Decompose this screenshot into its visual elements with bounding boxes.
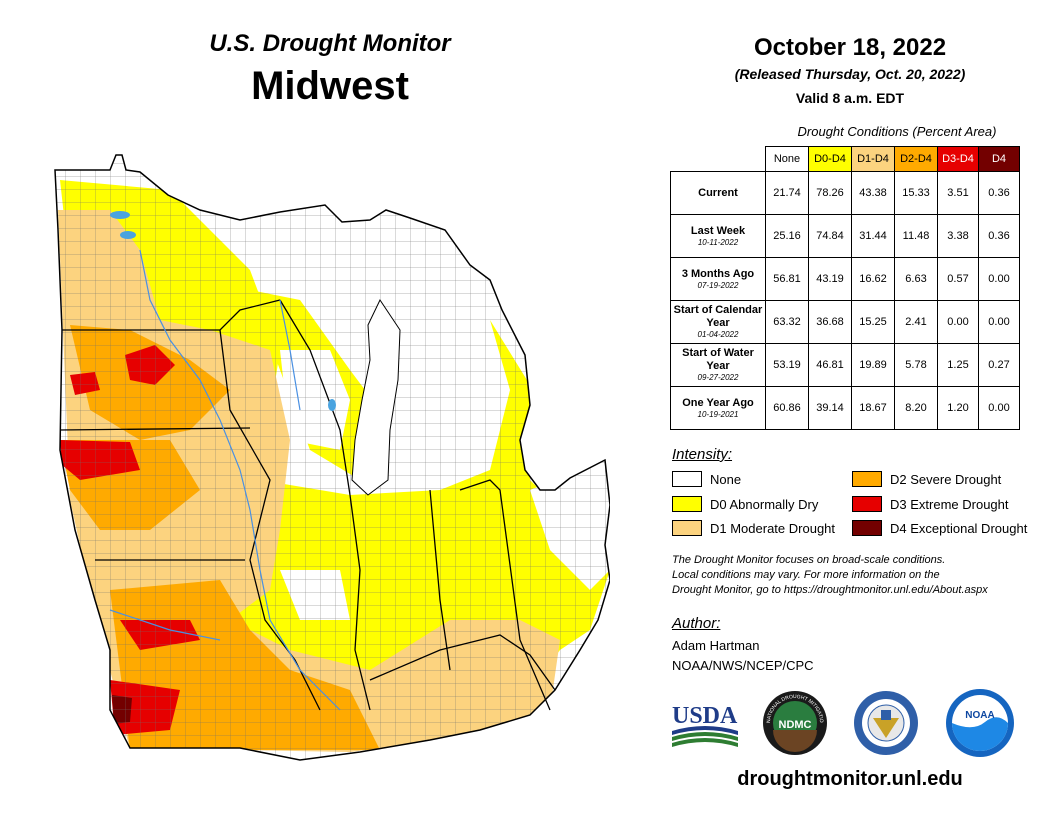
rivers <box>109 249 341 711</box>
table-cell: 74.84 <box>808 214 852 258</box>
svg-text:NDMC: NDMC <box>779 719 812 731</box>
legend-item-d3: D3 Extreme Drought <box>852 496 1009 512</box>
row-label: Start of Water Year 09-27-2022 <box>670 343 766 387</box>
table-cell: 1.25 <box>937 343 979 387</box>
row-label: 3 Months Ago 07-19-2022 <box>670 257 766 301</box>
noaa-logo: NOAA <box>946 689 1014 757</box>
legend-item-d1: D1 Moderate Drought <box>672 520 835 536</box>
table-cell: 43.38 <box>851 171 895 215</box>
table-cell: 0.27 <box>978 343 1020 387</box>
table-row: Last Week 10-11-2022 25.16 74.84 31.44 11… <box>670 214 1020 258</box>
table-cell: 6.63 <box>894 257 938 301</box>
table-cell: 39.14 <box>808 386 852 430</box>
svg-text:NOAA: NOAA <box>965 710 994 721</box>
lakes <box>110 211 336 411</box>
row-date: 09-27-2022 <box>697 373 739 382</box>
table-cell: 15.25 <box>851 300 895 344</box>
table-cell: 0.36 <box>978 171 1020 215</box>
legend-title: Intensity: <box>672 446 733 463</box>
table-cell: 0.00 <box>978 257 1020 301</box>
release-date: (Released Thursday, Oct. 20, 2022) <box>734 66 966 82</box>
table-cell: 0.00 <box>978 386 1020 430</box>
row-label: Current <box>670 171 766 215</box>
table-cell: 25.16 <box>765 214 809 258</box>
table-row: 3 Months Ago 07-19-2022 56.81 43.19 16.62… <box>670 257 1020 301</box>
table-cell: 1.20 <box>937 386 979 430</box>
table-cell: 60.86 <box>765 386 809 430</box>
disclaimer-note: The Drought Monitor focuses on broad-sca… <box>672 554 988 596</box>
state-boundaries <box>59 299 556 711</box>
table-row: Current 21.74 78.26 43.38 15.33 3.51 0.3… <box>670 171 1020 215</box>
county-lines <box>55 155 610 760</box>
svg-text:USDA: USDA <box>672 703 738 729</box>
table-header-row: None D0-D4 D1-D4 D2-D4 D3-D4 D4 <box>671 146 1020 172</box>
row-date: 10-11-2022 <box>697 237 739 247</box>
table-cell: 0.57 <box>937 257 979 301</box>
legend-swatch <box>672 471 702 487</box>
row-label: Start of Calendar Year 01-04-2022 <box>670 300 766 344</box>
legend-item-none: None <box>672 471 741 487</box>
col-d3-d4: D3-D4 <box>937 146 979 172</box>
table-cell: 53.19 <box>765 343 809 387</box>
legend-item-d2: D2 Severe Drought <box>852 471 1001 487</box>
valid-time: Valid 8 a.m. EDT <box>795 90 905 106</box>
table-cell: 19.89 <box>851 343 895 387</box>
table-cell: 31.44 <box>851 214 895 258</box>
table-cell: 63.32 <box>765 300 809 344</box>
table-caption: Drought Conditions (Percent Area) <box>797 124 997 139</box>
table-cell: 0.00 <box>937 300 979 344</box>
table-cell: 11.48 <box>894 214 938 258</box>
row-date: 07-19-2022 <box>697 280 739 290</box>
row-date: 01-04-2022 <box>697 330 739 339</box>
table-cell: 3.38 <box>937 214 979 258</box>
drought-map <box>54 154 610 761</box>
region-title: Midwest <box>251 64 409 108</box>
table-cell: 46.81 <box>808 343 852 387</box>
legend-swatch <box>852 496 882 512</box>
legend-swatch <box>672 520 702 536</box>
row-date: 10-19-2021 <box>697 409 739 419</box>
author-org: NOAA/NWS/NCEP/CPC <box>672 658 814 673</box>
table-cell: 5.78 <box>894 343 938 387</box>
row-label: One Year Ago 10-19-2021 <box>670 386 766 430</box>
midwest-outline <box>54 154 610 761</box>
col-d1-d4: D1-D4 <box>851 146 895 172</box>
table-cell: 56.81 <box>765 257 809 301</box>
table-cell: 2.41 <box>894 300 938 344</box>
legend-swatch <box>672 496 702 512</box>
table-cell: 15.33 <box>894 171 938 215</box>
map-title: U.S. Drought Monitor <box>209 30 451 57</box>
table-cell: 43.19 <box>808 257 852 301</box>
table-cell: 0.36 <box>978 214 1020 258</box>
col-none: None <box>765 146 809 172</box>
legend-swatch <box>852 520 882 536</box>
map-date: October 18, 2022 <box>753 34 947 61</box>
table-cell: 21.74 <box>765 171 809 215</box>
col-d2-d4: D2-D4 <box>894 146 938 172</box>
table-row: Start of Calendar Year 01-04-2022 63.32 3… <box>670 300 1020 344</box>
table-cell: 3.51 <box>937 171 979 215</box>
lake-michigan <box>351 298 401 496</box>
doc-seal-logo <box>854 691 918 755</box>
table-row: Start of Water Year 09-27-2022 53.19 46.8… <box>670 343 1020 387</box>
table-cell: 16.62 <box>851 257 895 301</box>
legend-swatch <box>852 471 882 487</box>
col-d4: D4 <box>978 146 1020 172</box>
col-d0-d4: D0-D4 <box>808 146 852 172</box>
author-name: Adam Hartman <box>672 638 760 653</box>
table-cell: 0.00 <box>978 300 1020 344</box>
table-row: One Year Ago 10-19-2021 60.86 39.14 18.67… <box>670 386 1020 430</box>
table-cell: 18.67 <box>851 386 895 430</box>
author-title: Author: <box>672 615 721 632</box>
table-cell: 8.20 <box>894 386 938 430</box>
drought-conditions-table: None D0-D4 D1-D4 D2-D4 D3-D4 D4 Current … <box>670 146 1020 430</box>
usda-logo: USDA <box>672 703 738 747</box>
website-url[interactable]: droughtmonitor.unl.edu <box>737 768 963 790</box>
legend-item-d0: D0 Abnormally Dry <box>672 496 818 512</box>
table-cell: 78.26 <box>808 171 852 215</box>
legend-item-d4: D4 Exceptional Drought <box>852 520 1027 536</box>
row-label: Last Week 10-11-2022 <box>670 214 766 258</box>
table-cell: 36.68 <box>808 300 852 344</box>
